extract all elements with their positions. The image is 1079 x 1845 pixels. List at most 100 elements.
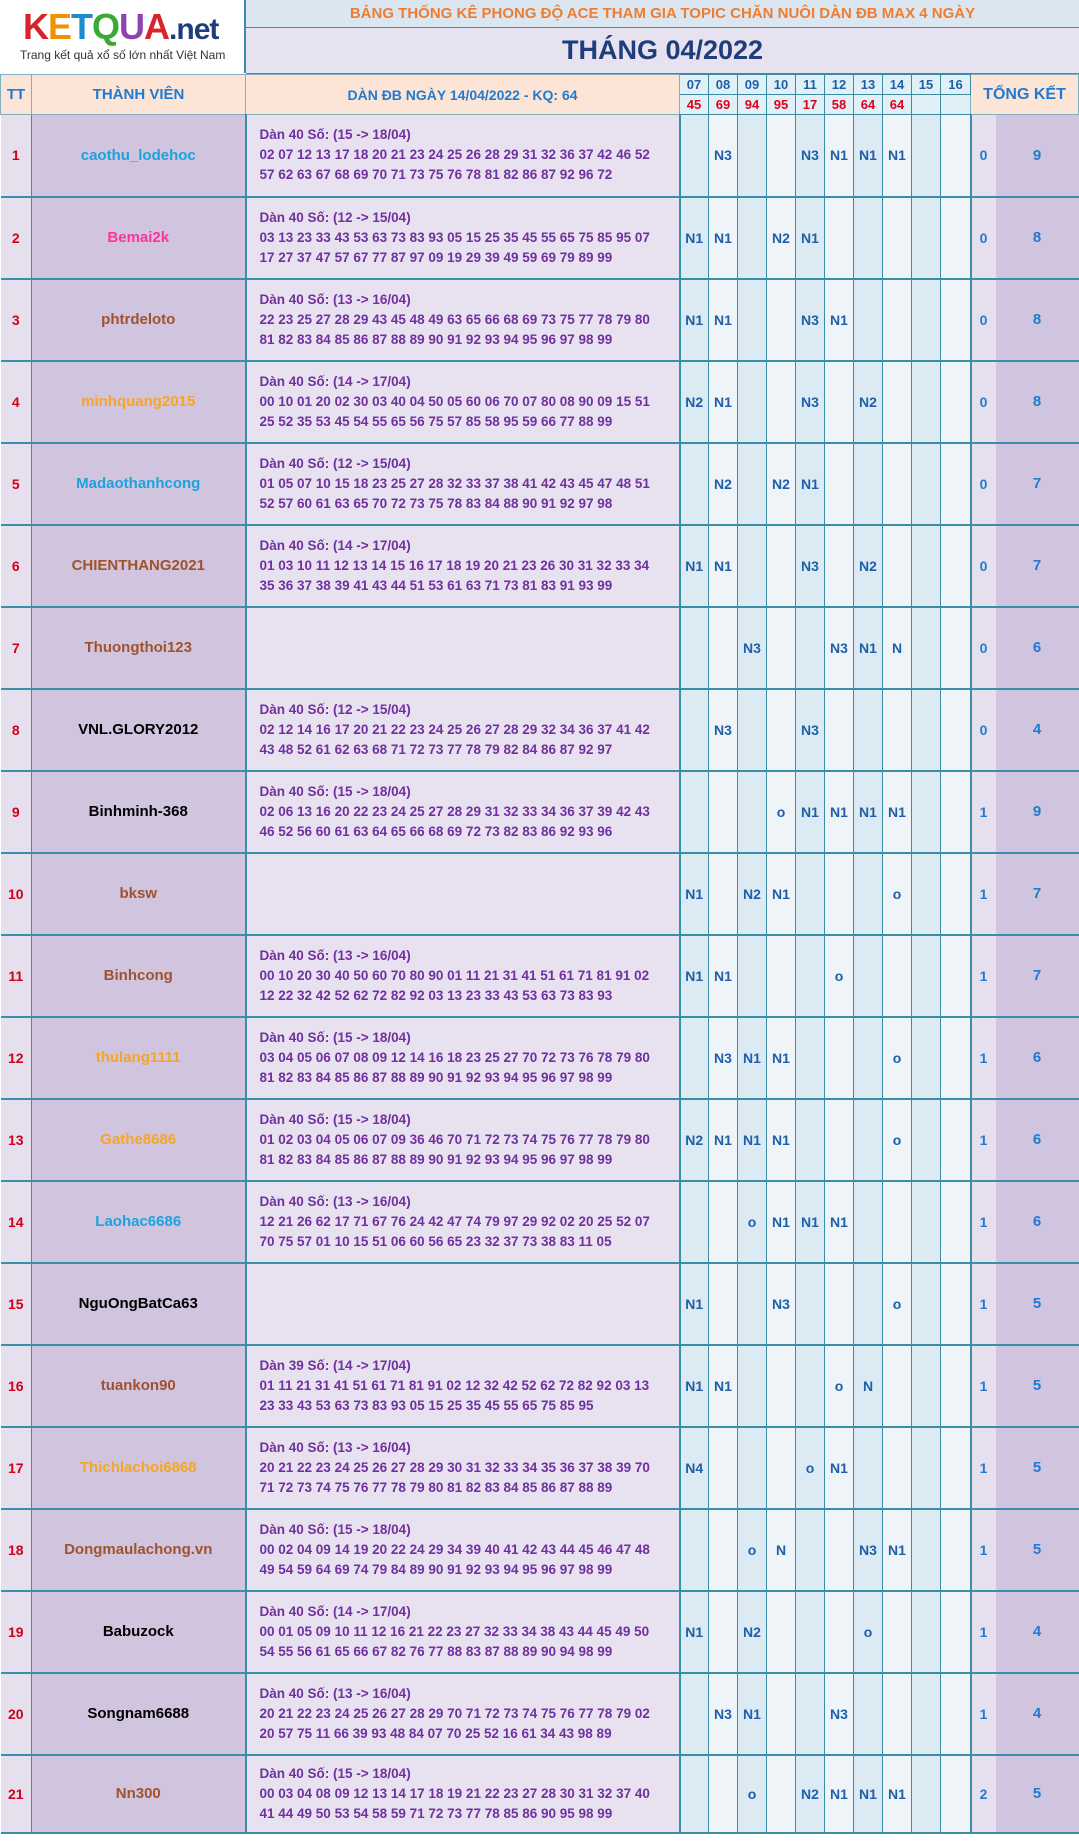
member-name[interactable]: Songnam6688 (31, 1672, 247, 1756)
member-name[interactable]: Binhminh-368 (31, 770, 247, 854)
dan-line: 22 23 25 27 28 29 43 45 48 49 63 65 66 6… (259, 311, 650, 327)
day-mark (882, 934, 912, 1018)
day-mark: N2 (853, 360, 883, 444)
day-mark: N3 (708, 1672, 738, 1756)
summary-hits: 0 (969, 442, 996, 526)
member-name[interactable]: Thichlachoi6868 (31, 1426, 247, 1510)
row-number: 8 (0, 688, 32, 772)
member-name[interactable]: phtrdeloto (31, 278, 247, 362)
member-name[interactable]: Thuongthoi123 (31, 606, 247, 690)
member-name[interactable]: minhquang2015 (31, 360, 247, 444)
dan-cell: Dàn 40 Số: (13 -> 16/04) 22 23 25 27 28 2… (245, 278, 681, 362)
day-mark (737, 114, 767, 198)
member-name[interactable]: tuankon90 (31, 1344, 247, 1428)
day-mark (824, 442, 854, 526)
header-day: 08 (708, 74, 738, 95)
day-mark: N4 (679, 1426, 709, 1510)
day-mark: N1 (882, 1754, 912, 1834)
day-mark (940, 278, 971, 362)
dan-cell: Dàn 40 Số: (14 -> 17/04) 00 10 01 20 02 3… (245, 360, 681, 444)
day-mark (795, 852, 825, 936)
member-name[interactable]: bksw (31, 852, 247, 936)
row-number: 15 (0, 1262, 32, 1346)
ketqua-logo[interactable]: KETQUA.net Trang kết quả xổ số lớn nhất … (0, 0, 246, 73)
member-name[interactable]: Dongmaulachong.vn (31, 1508, 247, 1592)
day-mark (853, 1426, 883, 1510)
dan-cell: Dàn 40 Số: (15 -> 18/04) 00 03 04 08 09 1… (245, 1754, 681, 1834)
day-mark (679, 1672, 709, 1756)
day-mark: N1 (737, 1098, 767, 1182)
day-mark (882, 1180, 912, 1264)
table-row: 3 phtrdeloto Dàn 40 Số: (13 -> 16/04) 22 23… (0, 278, 1079, 362)
member-name[interactable]: Madaothanhcong (31, 442, 247, 526)
day-mark (766, 1426, 796, 1510)
day-mark (940, 114, 971, 198)
day-mark: N1 (853, 606, 883, 690)
member-name[interactable]: caothu_lodehoc (31, 114, 247, 198)
summary-hits: 1 (969, 770, 996, 854)
dan-cell: Dàn 40 Số: (13 -> 16/04) 12 21 26 62 17 7… (245, 1180, 681, 1264)
dan-cell: Dàn 40 Số: (14 -> 17/04) 01 03 10 11 12 1… (245, 524, 681, 608)
member-name[interactable]: VNL.GLORY2012 (31, 688, 247, 772)
day-mark (911, 1672, 941, 1756)
day-mark (940, 1180, 971, 1264)
day-mark: o (795, 1426, 825, 1510)
day-mark (795, 1262, 825, 1346)
member-name[interactable]: Binhcong (31, 934, 247, 1018)
header-result: 69 (708, 94, 738, 115)
header-day: 14 (882, 74, 912, 95)
member-name[interactable]: Laohac6686 (31, 1180, 247, 1264)
day-mark: N3 (853, 1508, 883, 1592)
day-mark: N3 (737, 606, 767, 690)
day-mark (824, 1016, 854, 1100)
table-row: 18 Dongmaulachong.vn Dàn 40 Số: (15 -> 18/… (0, 1508, 1079, 1592)
table-row: 1 caothu_lodehoc Dàn 40 Số: (15 -> 18/04) 0… (0, 114, 1079, 198)
day-mark (911, 196, 941, 280)
summary-total: 8 (995, 196, 1079, 280)
day-mark (737, 1426, 767, 1510)
member-name[interactable]: thulang1111 (31, 1016, 247, 1100)
member-name[interactable]: Bemai2k (31, 196, 247, 280)
member-name[interactable]: Gathe8686 (31, 1098, 247, 1182)
day-mark: o (824, 934, 854, 1018)
day-mark (824, 688, 854, 772)
dan-cell: Dàn 40 Số: (15 -> 18/04) 02 06 13 16 20 2… (245, 770, 681, 854)
table-row: 20 Songnam6688 Dàn 40 Số: (13 -> 16/04) 20 … (0, 1672, 1079, 1756)
logo-letter: E (48, 6, 72, 47)
member-name[interactable]: Nn300 (31, 1754, 247, 1834)
table-row: 21 Nn300 Dàn 40 Số: (15 -> 18/04) 00 03 04 … (0, 1754, 1079, 1834)
member-name[interactable]: Babuzock (31, 1590, 247, 1674)
day-mark (911, 1426, 941, 1510)
day-mark: N1 (766, 1180, 796, 1264)
dan-cell (245, 1262, 681, 1346)
member-name[interactable]: NguOngBatCa63 (31, 1262, 247, 1346)
dan-line: 35 36 37 38 39 41 43 44 51 53 61 63 71 7… (259, 577, 613, 593)
day-mark: N3 (708, 688, 738, 772)
row-number: 2 (0, 196, 32, 280)
summary-total: 7 (995, 442, 1079, 526)
summary-hits: 1 (969, 1016, 996, 1100)
day-mark: N1 (679, 278, 709, 362)
day-mark: o (824, 1344, 854, 1428)
day-mark (853, 278, 883, 362)
row-number: 4 (0, 360, 32, 444)
dan-line: 81 82 83 84 85 86 87 88 89 90 91 92 93 9… (259, 331, 613, 347)
day-mark: N1 (824, 1754, 854, 1834)
day-mark (679, 1754, 709, 1834)
day-mark (824, 1508, 854, 1592)
dan-line: 54 55 56 61 65 66 67 82 76 77 88 83 87 8… (259, 1643, 613, 1659)
header-day: 13 (853, 74, 883, 95)
header-day: 16 (940, 74, 971, 95)
day-mark (940, 1098, 971, 1182)
sheet-title: BẢNG THỐNG KÊ PHONG ĐỘ ACE THAM GIA TOPI… (246, 0, 1079, 28)
member-name[interactable]: CHIENTHANG2021 (31, 524, 247, 608)
day-mark (737, 196, 767, 280)
day-mark (911, 1098, 941, 1182)
dan-cell: Dàn 40 Số: (13 -> 16/04) 20 21 22 23 24 2… (245, 1672, 681, 1756)
header-result: 64 (882, 94, 912, 115)
dan-cell: Dàn 40 Số: (15 -> 18/04) 03 04 05 06 07 0… (245, 1016, 681, 1100)
row-number: 10 (0, 852, 32, 936)
day-mark: N1 (824, 1426, 854, 1510)
day-mark: N2 (737, 852, 767, 936)
row-number: 6 (0, 524, 32, 608)
